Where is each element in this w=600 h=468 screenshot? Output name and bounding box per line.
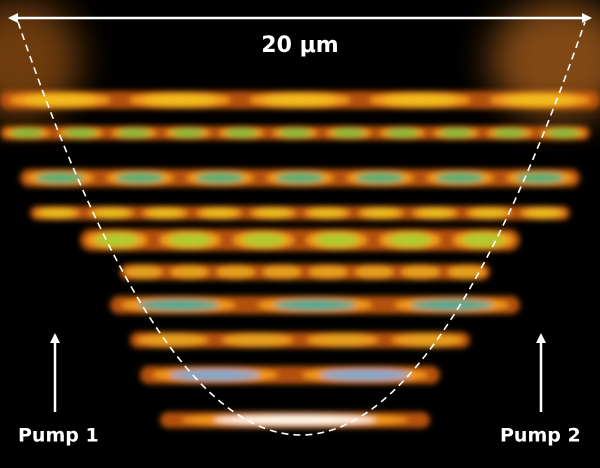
fringe bbox=[232, 335, 283, 345]
fringe bbox=[406, 267, 435, 277]
fringe bbox=[332, 128, 365, 138]
fringe bbox=[439, 128, 472, 138]
fringe bbox=[526, 208, 560, 218]
fringe bbox=[314, 233, 359, 247]
fringe bbox=[120, 264, 490, 280]
fringe bbox=[144, 94, 216, 106]
fringe bbox=[410, 299, 493, 311]
fringe bbox=[256, 208, 290, 218]
fringe bbox=[94, 233, 139, 247]
fringe bbox=[388, 233, 432, 247]
fringe bbox=[196, 172, 244, 184]
fringe bbox=[314, 267, 342, 277]
fringe bbox=[214, 415, 376, 425]
fringe bbox=[130, 332, 470, 348]
fringe bbox=[116, 172, 164, 184]
fringe-pattern bbox=[0, 91, 600, 428]
fringe bbox=[436, 172, 484, 184]
fringe bbox=[264, 94, 336, 106]
fringe bbox=[317, 335, 368, 345]
fringe bbox=[225, 128, 258, 138]
fringe bbox=[221, 267, 250, 277]
pump-label: Pump 1 bbox=[18, 425, 99, 447]
fringe bbox=[170, 369, 260, 381]
fringe bbox=[310, 208, 344, 218]
fringe bbox=[402, 335, 453, 345]
fringe bbox=[386, 128, 419, 138]
fringe bbox=[493, 128, 526, 138]
fringe bbox=[268, 267, 296, 277]
fringe bbox=[356, 172, 404, 184]
fringe bbox=[418, 208, 452, 218]
fringe bbox=[94, 208, 128, 218]
fringe bbox=[148, 208, 182, 218]
fringe bbox=[137, 299, 220, 311]
fringe bbox=[40, 208, 74, 218]
pump-label: Pump 2 bbox=[500, 425, 581, 447]
fringe bbox=[384, 94, 456, 106]
fringe bbox=[171, 128, 204, 138]
fringe bbox=[453, 267, 481, 277]
fringe bbox=[320, 369, 410, 381]
fringe bbox=[202, 208, 236, 218]
scale-label: 20 μm bbox=[261, 33, 338, 58]
fringe bbox=[36, 172, 84, 184]
fringe bbox=[472, 208, 506, 218]
fringe bbox=[168, 233, 212, 247]
fringe bbox=[360, 267, 389, 277]
fringe bbox=[241, 233, 286, 247]
fringe bbox=[129, 267, 157, 277]
fringe bbox=[364, 208, 398, 218]
fringe bbox=[175, 267, 204, 277]
fringe bbox=[276, 172, 324, 184]
fringe bbox=[147, 335, 198, 345]
fringe bbox=[118, 128, 151, 138]
fringe bbox=[274, 299, 356, 311]
fringe bbox=[547, 128, 580, 138]
trap-outline bbox=[17, 21, 586, 436]
fringe bbox=[64, 128, 97, 138]
fringe bbox=[278, 128, 312, 138]
fringe bbox=[504, 94, 576, 106]
fringe bbox=[24, 94, 96, 106]
corner-glow bbox=[0, 0, 600, 120]
fringe bbox=[516, 172, 564, 184]
fringe bbox=[10, 128, 43, 138]
